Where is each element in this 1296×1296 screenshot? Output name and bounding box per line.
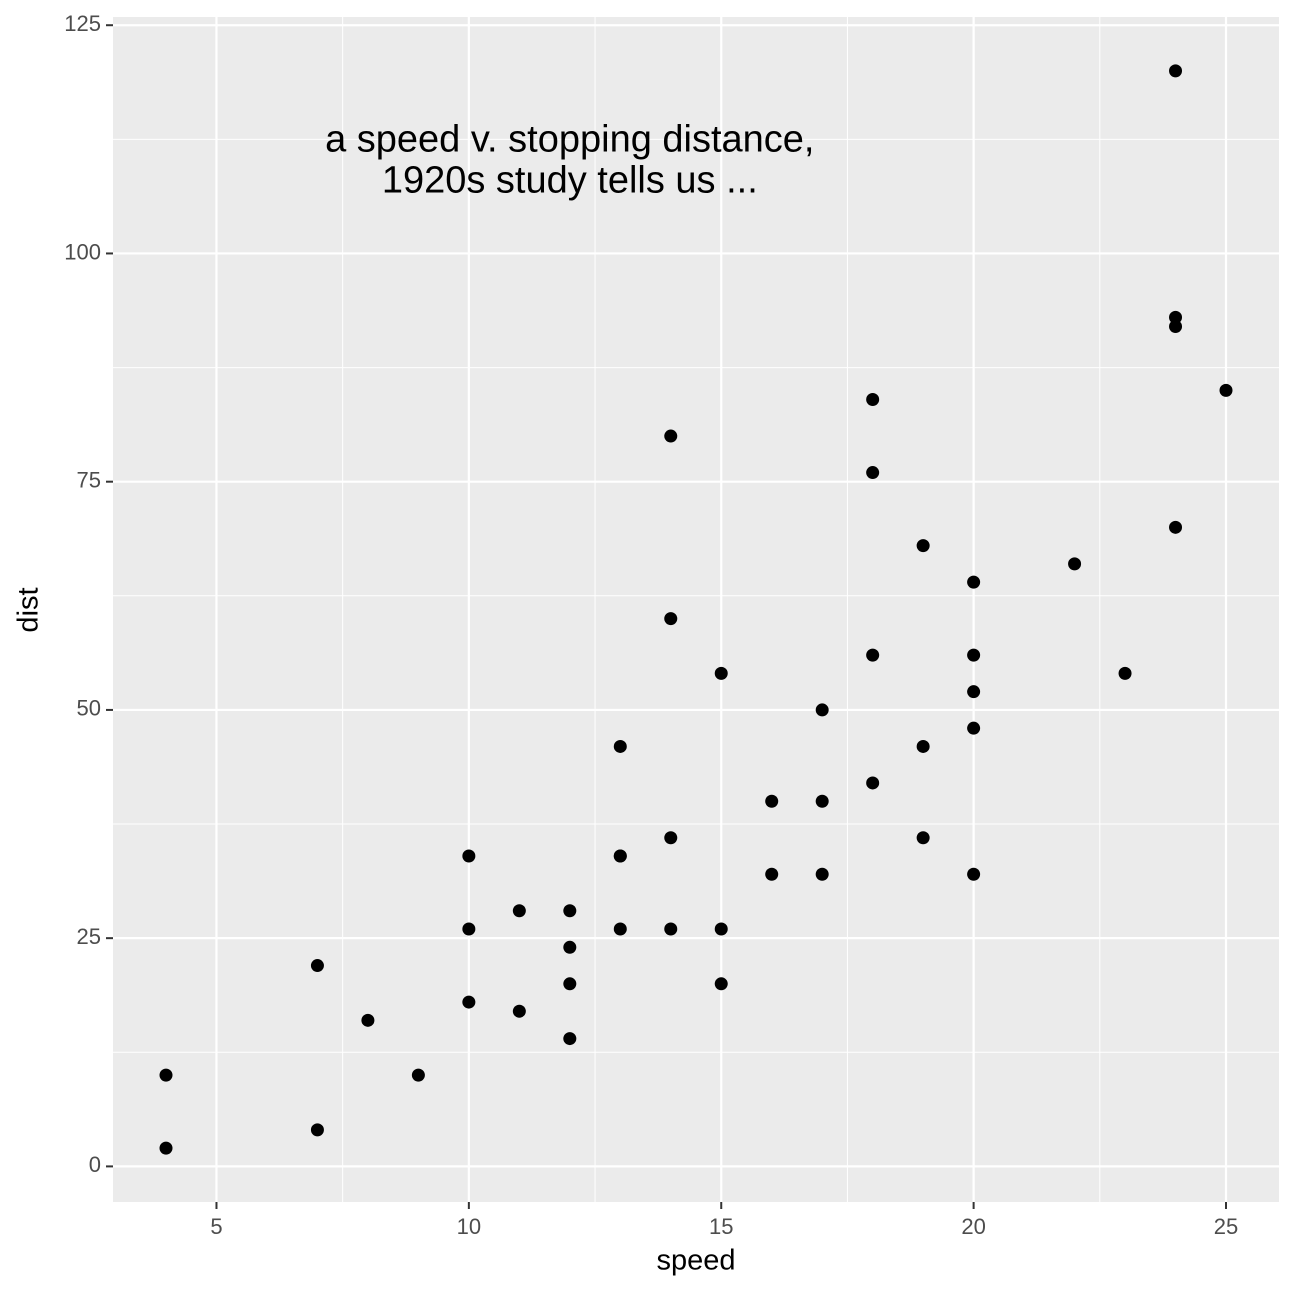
annotation: a speed v. stopping distance, [325,119,814,161]
point [916,739,930,753]
y-tick-label: 0 [89,1152,101,1177]
point [512,1004,526,1018]
point [462,849,476,863]
point [967,575,981,589]
point [1169,64,1183,78]
point [159,1068,173,1082]
point [967,721,981,735]
y-tick-label: 25 [77,924,101,949]
point [1169,520,1183,534]
point [866,776,880,790]
point [563,904,577,918]
point [1169,319,1183,333]
point [967,685,981,699]
y-tick-label: 100 [64,239,101,264]
point [765,867,779,881]
point [916,539,930,553]
point [563,940,577,954]
point [866,393,880,407]
point [512,904,526,918]
point [815,867,829,881]
point [916,831,930,845]
point [563,977,577,991]
point [613,922,627,936]
x-tick-label: 10 [457,1214,481,1239]
point [310,1123,324,1137]
x-tick-label: 25 [1214,1214,1238,1239]
marks [159,64,1233,1155]
point [815,703,829,717]
point [1169,310,1183,324]
point [462,995,476,1009]
x-axis-title: speed [656,1245,735,1277]
point [714,977,728,991]
point [664,831,678,845]
point [310,959,324,973]
point [613,739,627,753]
point [361,1013,375,1027]
point [866,466,880,480]
x-tick-label: 5 [210,1214,222,1239]
point [815,794,829,808]
point [664,429,678,443]
x-tick-label: 15 [709,1214,733,1239]
annotation: 1920s study tells us ... [382,160,758,202]
point [159,1141,173,1155]
point [1219,383,1233,397]
y-axis-title: dist [13,587,45,632]
point [967,648,981,662]
point [563,1032,577,1046]
point [967,867,981,881]
y-tick-label: 50 [77,696,101,721]
point [613,849,627,863]
point [411,1068,425,1082]
point [1118,666,1132,680]
point [714,922,728,936]
point [664,612,678,626]
panel [113,17,1279,1202]
point [1068,557,1082,571]
point [765,794,779,808]
point [664,922,678,936]
y-tick-label: 125 [64,11,101,36]
point [866,648,880,662]
point [462,922,476,936]
point [714,666,728,680]
y-tick-label: 75 [77,468,101,493]
x-tick-label: 20 [961,1214,985,1239]
